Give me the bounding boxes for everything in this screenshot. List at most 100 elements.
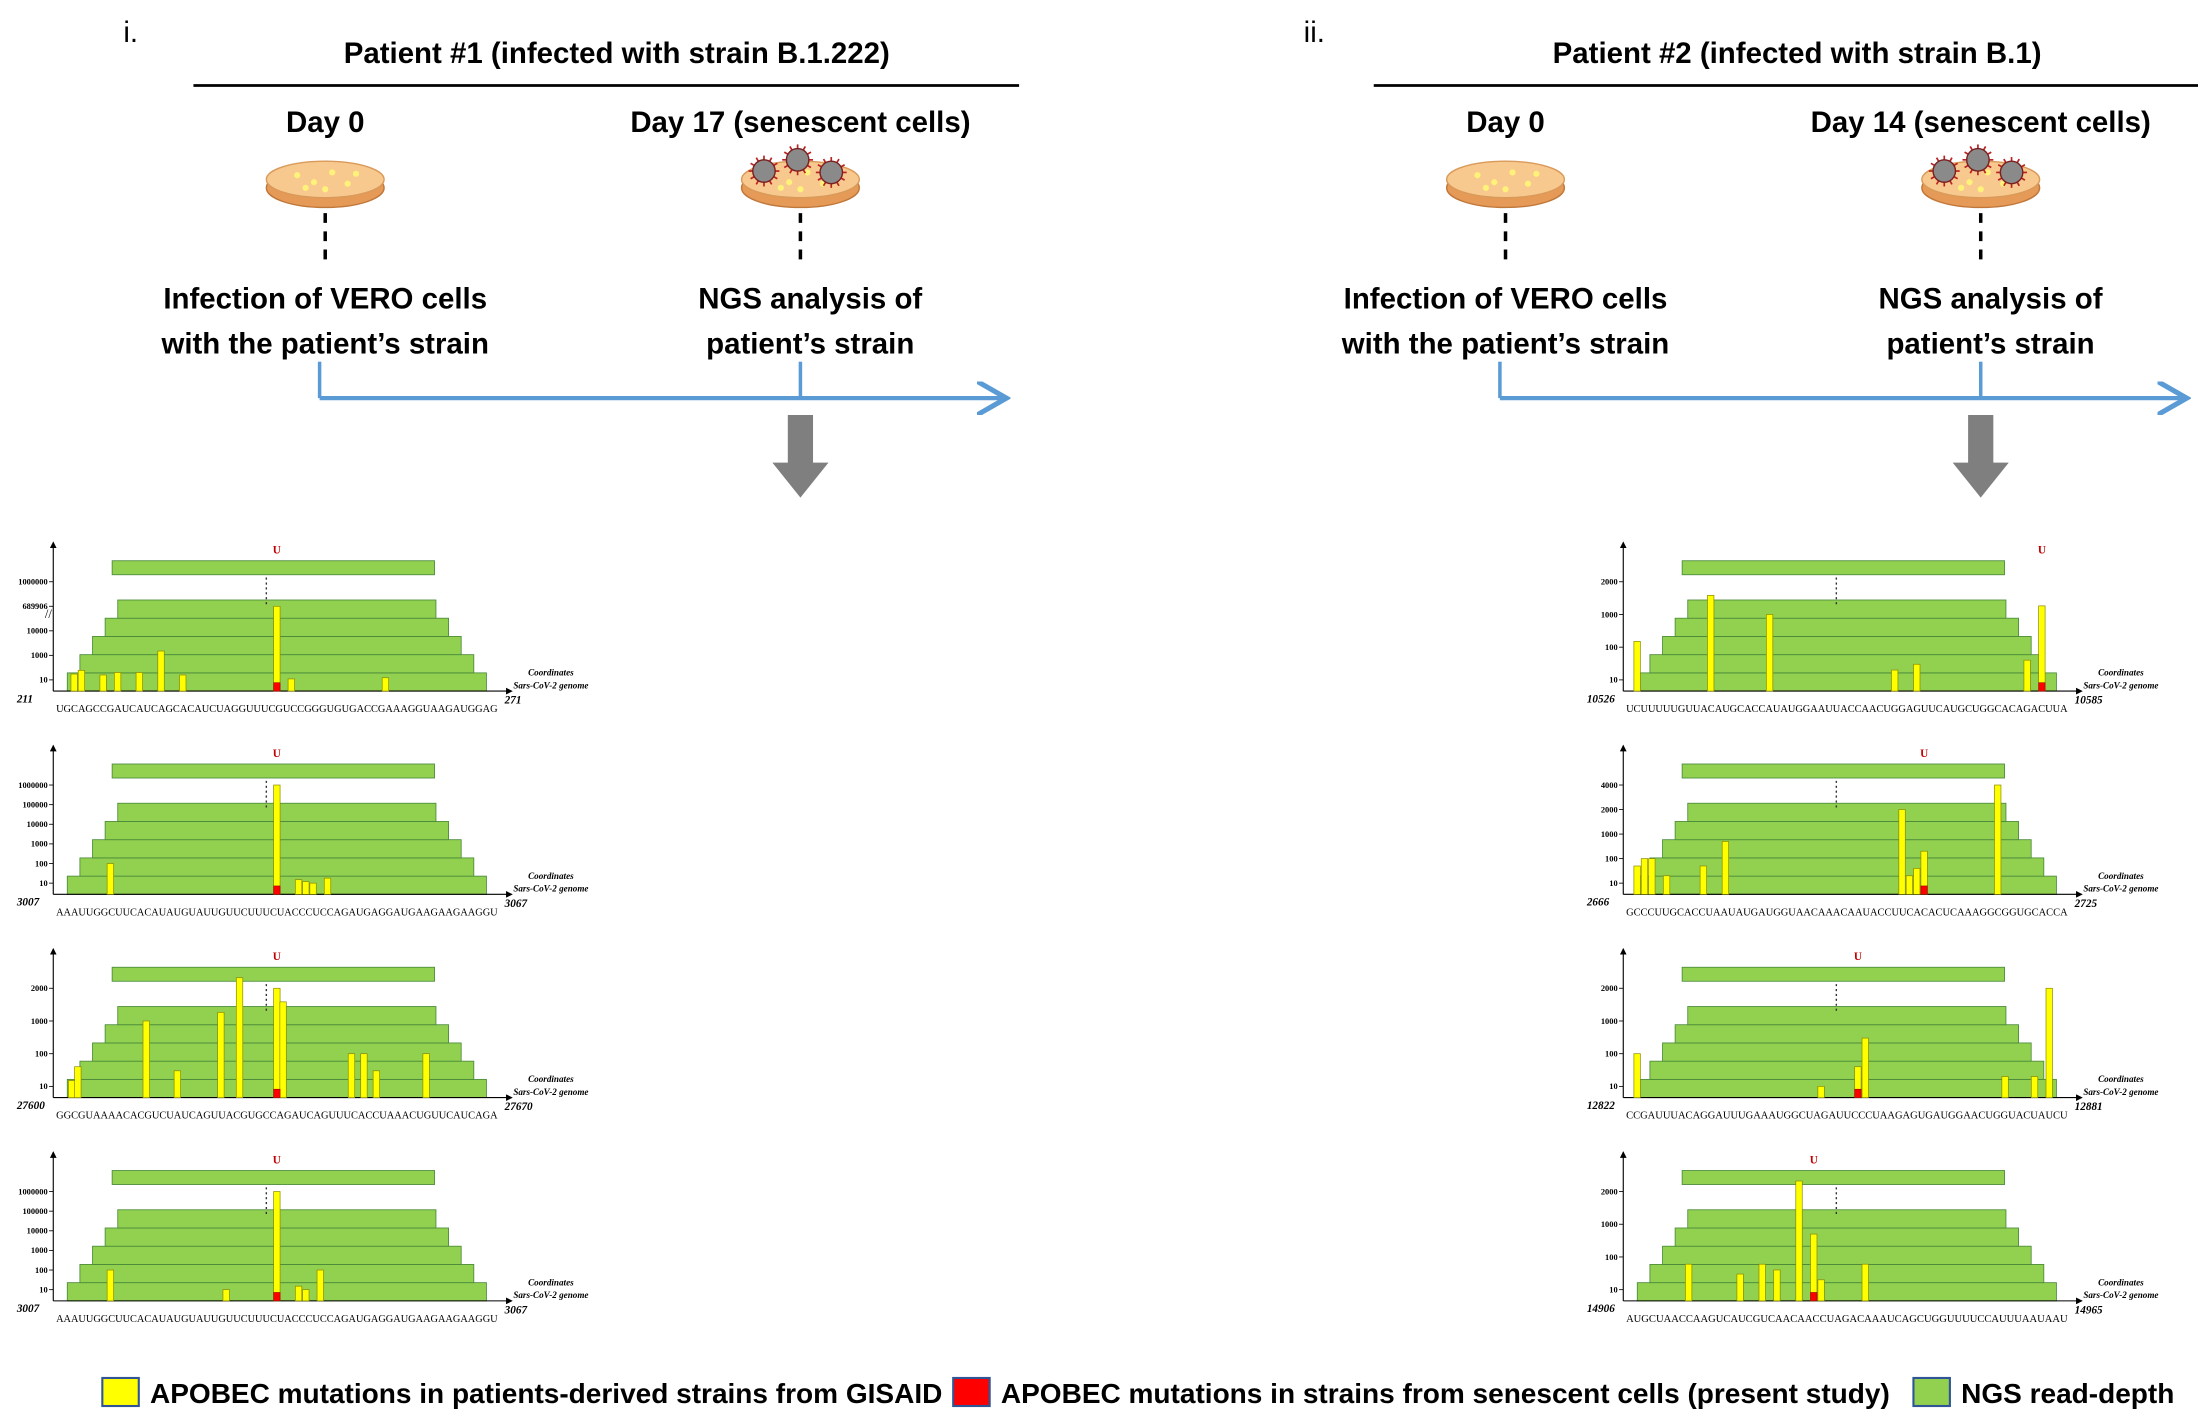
senescent-mutation xyxy=(1855,1089,1861,1097)
cell xyxy=(322,186,328,192)
depth-top xyxy=(112,561,434,575)
gisaid-mutation-bar xyxy=(1722,841,1728,894)
y-tick-label: 100 xyxy=(35,1049,48,1058)
senescent-mutation xyxy=(274,683,280,691)
y-tick-label: 10000 xyxy=(27,820,48,829)
virus xyxy=(2000,161,2022,183)
gisaid-mutation-bar xyxy=(2046,988,2052,1097)
coord-label: Coordinates xyxy=(2098,1277,2144,1287)
start-coordinate: 10526 xyxy=(1587,693,1615,705)
y-tick-label: 100 xyxy=(35,1266,48,1275)
depth-layer xyxy=(1637,673,2056,691)
y-tick-label: 10 xyxy=(1609,879,1617,888)
cell xyxy=(1509,169,1515,175)
gisaid-mutation-bar xyxy=(303,1290,309,1301)
y-tick-label: 100 xyxy=(35,859,48,868)
gisaid-mutation-bar xyxy=(274,785,280,894)
gisaid-mutation-bar xyxy=(1818,1280,1824,1301)
gisaid-mutation-bar xyxy=(107,864,113,895)
day-label: Day 14 (senescent cells) xyxy=(1811,106,2151,139)
sequence: CCGAUUUACAGGAUUUGAAAUGGCUAGAUUCCCUAAGAGU… xyxy=(1626,1111,2068,1122)
step-text: Infection of VERO cells xyxy=(1344,282,1668,315)
gisaid-mutation-bar xyxy=(1906,876,1912,895)
depth-layer xyxy=(1650,858,2044,876)
depth-layer xyxy=(1675,618,2018,636)
start-coordinate: 27600 xyxy=(16,1100,45,1112)
coord-label: Coordinates xyxy=(2098,871,2144,881)
y-tick-label: 1000 xyxy=(1601,610,1618,619)
y-tick-label: 1000000 xyxy=(18,578,47,587)
gisaid-mutation-bar xyxy=(1641,859,1647,895)
gisaid-mutation-bar xyxy=(68,1081,74,1098)
genome-label: Sars-CoV-2 genome xyxy=(2083,1290,2158,1300)
legend-swatch xyxy=(1913,1378,1949,1406)
start-coordinate: 12822 xyxy=(1587,1100,1615,1112)
senescent-mutation xyxy=(274,1292,280,1300)
coord-label: Coordinates xyxy=(2098,668,2144,678)
mutation-label: U xyxy=(1920,748,1928,760)
virus xyxy=(1933,160,1955,182)
mutation-label: U xyxy=(1810,1155,1818,1167)
y-tick-label: 10000 xyxy=(27,1227,48,1236)
read-depth-chart: U10100100020001052610585UCUUUUUGUUACAUGC… xyxy=(1587,543,2159,716)
sequence: GGCGUAAAACACGUCUAUCAGUUACGUGCCAGAUCAGUUU… xyxy=(56,1111,498,1122)
legend-label: NGS read-depth xyxy=(1961,1378,2174,1409)
gisaid-mutation-bar xyxy=(2031,1077,2037,1098)
gisaid-mutation-bar xyxy=(310,883,316,894)
y-tick-label: 10 xyxy=(39,1285,47,1294)
y-tick-label: 100 xyxy=(1605,643,1618,652)
depth-layer xyxy=(1688,1007,2006,1025)
depth-top xyxy=(112,764,434,778)
depth-top xyxy=(112,967,434,981)
end-coordinate: 3067 xyxy=(504,898,528,910)
y-tick-label: 1000 xyxy=(1601,1017,1618,1026)
y-tick-label: 10 xyxy=(39,879,47,888)
depth-layer xyxy=(1688,1210,2006,1228)
depth-layer xyxy=(1663,636,2032,654)
coord-label: Coordinates xyxy=(2098,1074,2144,1084)
start-coordinate: 3007 xyxy=(16,1303,40,1315)
senescent-mutation xyxy=(274,886,280,894)
gisaid-mutation-bar xyxy=(223,1290,229,1301)
gisaid-mutation-bar xyxy=(1862,1038,1868,1098)
gisaid-mutation-bar xyxy=(1634,866,1640,894)
gisaid-mutation-bar xyxy=(348,1054,354,1098)
gisaid-mutation-bar xyxy=(382,678,388,691)
gisaid-mutation-bar xyxy=(361,1054,367,1098)
cell xyxy=(778,185,784,191)
step-text: NGS analysis of xyxy=(1879,282,2103,315)
step-text: patient’s strain xyxy=(706,327,914,360)
gisaid-mutation-bar xyxy=(1994,785,2000,894)
cell xyxy=(1483,185,1489,191)
start-coordinate: 2666 xyxy=(1586,897,1610,909)
y-tick-label: 2000 xyxy=(1601,984,1618,993)
depth-layer xyxy=(1650,1264,2044,1282)
cell xyxy=(1502,186,1508,192)
depth-layer xyxy=(1663,840,2032,858)
senescent-mutation xyxy=(2039,683,2045,691)
gisaid-mutation-bar xyxy=(158,651,164,691)
cell xyxy=(329,169,335,175)
genome-label: Sars-CoV-2 genome xyxy=(513,884,588,894)
depth-layer xyxy=(1663,1246,2032,1264)
figure: i.Patient #1 (infected with strain B.1.2… xyxy=(0,0,2198,1415)
gisaid-mutation-bar xyxy=(1818,1086,1824,1097)
depth-layer xyxy=(1663,1043,2032,1061)
gisaid-mutation-bar xyxy=(136,673,142,692)
y-tick-label: 1000 xyxy=(31,1246,48,1255)
gisaid-mutation-bar xyxy=(1685,1264,1691,1301)
y-tick-label: 100 xyxy=(1605,1049,1618,1058)
virus xyxy=(753,160,775,182)
gisaid-mutation-bar xyxy=(324,878,330,894)
genome-label: Sars-CoV-2 genome xyxy=(2083,1087,2158,1097)
cell xyxy=(797,186,803,192)
coord-label: Coordinates xyxy=(528,871,574,881)
gisaid-mutation-bar xyxy=(1649,859,1655,895)
gisaid-mutation-bar xyxy=(1914,868,1920,894)
panel-title: Patient #1 (infected with strain B.1.222… xyxy=(344,37,890,70)
depth-layer xyxy=(1688,600,2006,618)
axis-break: // xyxy=(45,607,53,621)
end-coordinate: 2725 xyxy=(2074,898,2098,910)
